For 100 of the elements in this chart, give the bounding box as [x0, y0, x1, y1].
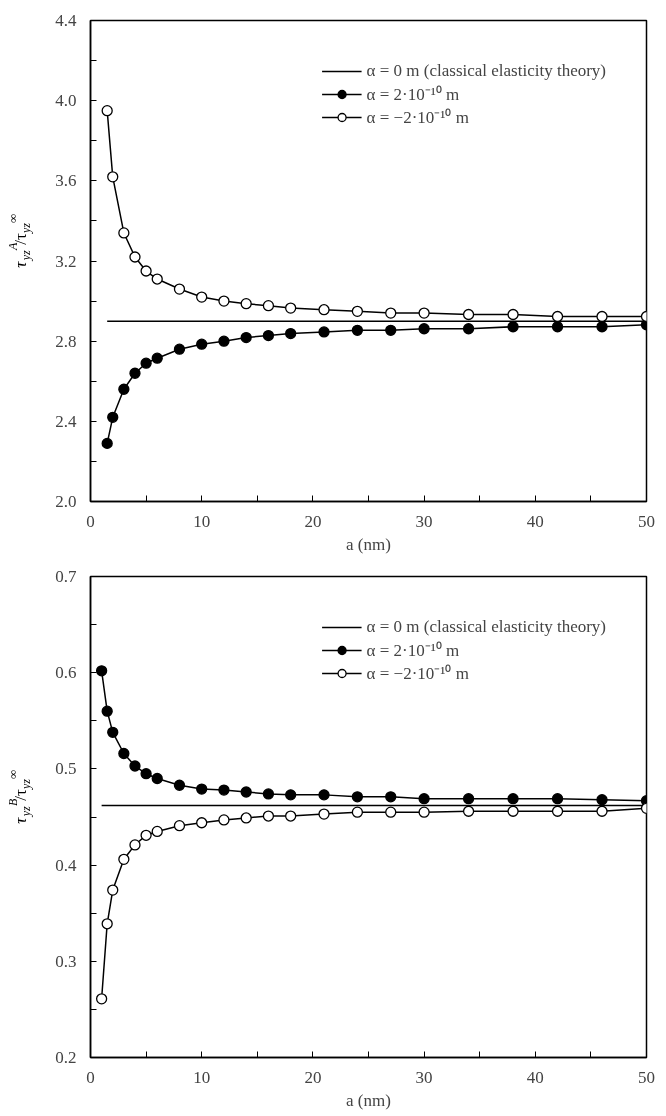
point — [140, 357, 152, 369]
point — [173, 283, 186, 295]
point — [385, 806, 397, 818]
point — [240, 786, 252, 798]
point — [418, 307, 430, 319]
y-tick-label: 2.8 — [55, 331, 77, 351]
point — [462, 323, 475, 335]
y-tick-label: 0.2 — [55, 1048, 77, 1067]
point — [218, 295, 230, 307]
point — [507, 793, 519, 805]
point — [351, 324, 364, 336]
point — [107, 726, 119, 738]
point — [285, 302, 297, 314]
legend-label: α = −2·10⁻¹⁰ m — [366, 663, 469, 684]
point — [507, 308, 519, 321]
point — [118, 227, 130, 239]
point — [140, 829, 152, 841]
legend-label: α = 2·10⁻¹⁰ m — [366, 84, 460, 105]
x-tick-label: 20 — [304, 511, 322, 531]
x-tick-label: 30 — [415, 1067, 433, 1087]
x-axis-title: a (nm) — [346, 1090, 391, 1110]
point — [507, 321, 519, 333]
point — [318, 808, 330, 820]
y-tick-label: 0.6 — [55, 663, 77, 683]
point — [262, 788, 275, 800]
point — [129, 760, 141, 772]
y-tick-label: 0.4 — [55, 855, 77, 875]
point — [101, 105, 113, 117]
legend-label: α = 0 m (classical elasticity theory) — [366, 60, 606, 82]
legend-label: α = −2·10⁻¹⁰ m — [366, 107, 469, 128]
x-tick-label: 40 — [526, 1067, 544, 1087]
point — [262, 329, 275, 342]
x-tick-label: 0 — [86, 511, 95, 531]
point — [196, 291, 208, 303]
legend-label: α = 0 m (classical elasticity theory) — [366, 616, 606, 638]
y-tick-label: 0.3 — [55, 951, 77, 971]
point — [351, 791, 364, 803]
x-tick-label: 20 — [304, 1067, 322, 1087]
point — [418, 806, 430, 818]
point — [351, 305, 364, 317]
point — [551, 805, 564, 817]
point — [151, 352, 163, 364]
point — [318, 789, 330, 801]
point — [285, 789, 297, 801]
point — [462, 805, 475, 817]
point — [196, 817, 208, 829]
point — [129, 251, 141, 263]
point — [351, 806, 364, 818]
point — [262, 300, 275, 312]
point — [173, 820, 186, 832]
x-tick-label: 10 — [193, 511, 211, 531]
y-tick-label: 3.2 — [55, 251, 77, 271]
point — [385, 307, 397, 319]
point — [107, 411, 119, 423]
point — [240, 812, 252, 824]
point — [596, 794, 608, 806]
point — [118, 383, 130, 395]
point — [173, 779, 186, 791]
point — [140, 265, 152, 277]
point — [418, 793, 430, 805]
x-tick-label: 40 — [526, 511, 544, 531]
point — [462, 793, 475, 805]
point — [118, 853, 130, 865]
x-tick-label: 50 — [638, 511, 655, 531]
y-tick-label: 0.7 — [55, 567, 77, 586]
point — [218, 814, 230, 826]
point — [318, 326, 330, 338]
point — [196, 783, 208, 795]
point — [596, 805, 608, 817]
point — [151, 772, 163, 785]
point — [129, 367, 141, 379]
point — [418, 323, 430, 335]
point — [101, 705, 113, 717]
point — [285, 327, 297, 340]
point — [173, 343, 186, 355]
point — [151, 825, 163, 838]
point — [107, 171, 119, 183]
text: 2.0 — [55, 492, 77, 511]
point — [262, 810, 275, 822]
y-tick-label: 0.5 — [55, 759, 77, 779]
point — [151, 273, 163, 285]
x-axis-title: a (nm) — [346, 534, 391, 554]
point — [285, 810, 297, 822]
point — [385, 791, 397, 803]
point — [551, 321, 564, 333]
point — [551, 793, 564, 805]
point — [95, 665, 108, 677]
point — [240, 298, 252, 310]
point — [95, 993, 108, 1005]
point — [462, 308, 475, 321]
point — [118, 747, 130, 760]
x-tick-label: 0 — [86, 1067, 95, 1087]
point — [385, 324, 397, 336]
x-tick-label: 30 — [415, 511, 433, 531]
text: 4.0 — [55, 91, 77, 111]
legend-label: α = 2·10⁻¹⁰ m — [366, 640, 460, 661]
point — [218, 784, 230, 796]
point — [101, 918, 113, 930]
y-tick-label: 2.4 — [55, 411, 77, 431]
point — [318, 304, 330, 316]
